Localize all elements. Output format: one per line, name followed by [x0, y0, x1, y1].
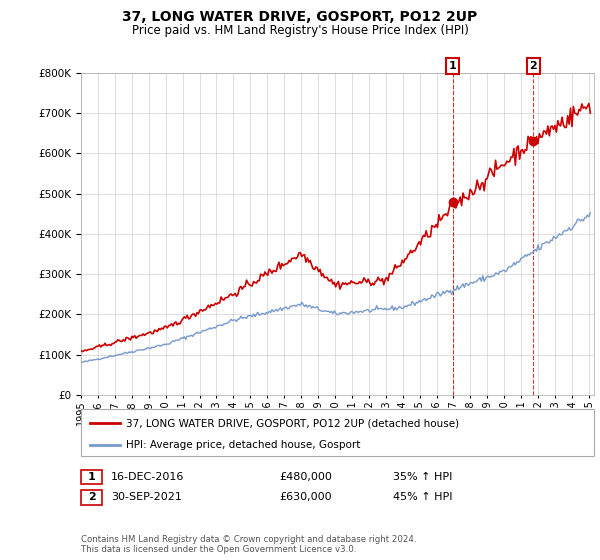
Text: Price paid vs. HM Land Registry's House Price Index (HPI): Price paid vs. HM Land Registry's House …: [131, 24, 469, 36]
Text: 1: 1: [449, 61, 457, 71]
Text: Contains HM Land Registry data © Crown copyright and database right 2024.
This d: Contains HM Land Registry data © Crown c…: [81, 535, 416, 554]
Text: 2: 2: [88, 492, 95, 502]
Text: £480,000: £480,000: [279, 472, 332, 482]
Text: HPI: Average price, detached house, Gosport: HPI: Average price, detached house, Gosp…: [126, 440, 361, 450]
Text: 37, LONG WATER DRIVE, GOSPORT, PO12 2UP: 37, LONG WATER DRIVE, GOSPORT, PO12 2UP: [122, 10, 478, 24]
Text: 30-SEP-2021: 30-SEP-2021: [111, 492, 182, 502]
Text: 16-DEC-2016: 16-DEC-2016: [111, 472, 184, 482]
Text: 37, LONG WATER DRIVE, GOSPORT, PO12 2UP (detached house): 37, LONG WATER DRIVE, GOSPORT, PO12 2UP …: [126, 418, 459, 428]
Text: 2: 2: [529, 61, 537, 71]
Text: 35% ↑ HPI: 35% ↑ HPI: [393, 472, 452, 482]
Text: 45% ↑ HPI: 45% ↑ HPI: [393, 492, 452, 502]
Text: £630,000: £630,000: [279, 492, 332, 502]
Text: 1: 1: [88, 472, 95, 482]
